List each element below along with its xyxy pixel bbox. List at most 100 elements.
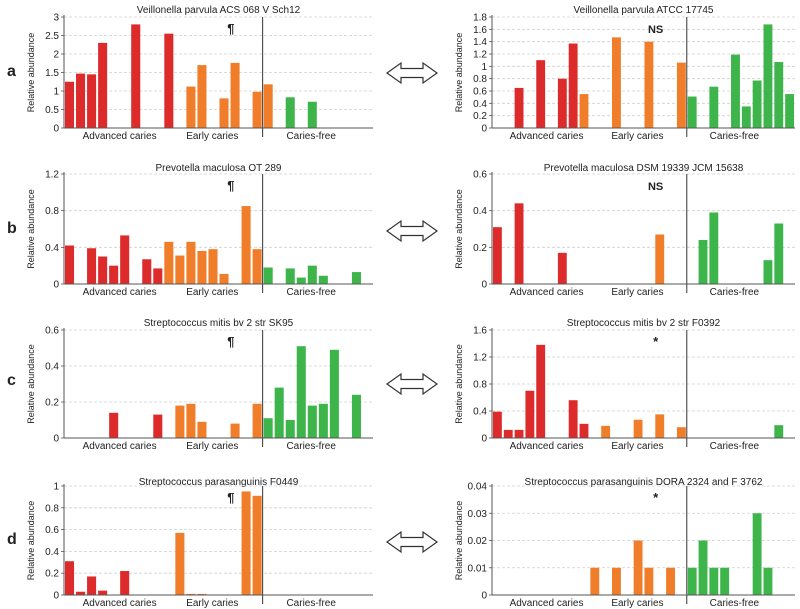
bar-advanced-caries xyxy=(568,43,578,128)
bar-early-caries xyxy=(644,567,654,595)
chart-title: Streptococcus mitis bv 2 str F0392 xyxy=(567,318,721,329)
bar-caries-free xyxy=(296,346,306,438)
bar-advanced-caries xyxy=(164,33,174,128)
group-label: Advanced caries xyxy=(83,131,157,142)
significance-mark: * xyxy=(653,334,659,349)
bar-advanced-caries xyxy=(120,571,130,595)
bar-early-caries xyxy=(186,403,196,438)
bar-advanced-caries xyxy=(536,60,546,128)
bar-advanced-caries xyxy=(98,256,108,284)
y-tick-label: 2 xyxy=(53,50,59,61)
group-label: Caries-free xyxy=(286,131,336,142)
group-label: Advanced caries xyxy=(83,441,157,452)
group-label: Early caries xyxy=(186,441,238,452)
row-label-d: d xyxy=(7,531,17,548)
chart-0-0: Veillonella parvula ACS 068 V Sch12 0 0.5 1… xyxy=(26,5,373,142)
bar-early-caries xyxy=(655,414,665,439)
bar-caries-free xyxy=(329,349,339,438)
bar-caries-free xyxy=(763,24,773,128)
bar-early-caries xyxy=(197,251,207,284)
y-tick-label: 0 xyxy=(481,280,487,291)
bar-advanced-caries xyxy=(557,78,567,128)
bar-caries-free xyxy=(687,567,697,595)
y-axis-label: Relative abundance xyxy=(26,33,36,113)
bar-caries-free xyxy=(763,260,773,284)
bar-caries-free xyxy=(741,106,751,128)
y-tick-label: 0.8 xyxy=(473,380,487,391)
group-label: Caries-free xyxy=(286,598,336,609)
y-axis-label: Relative abundance xyxy=(454,501,464,581)
y-axis-label: Relative abundance xyxy=(454,33,464,113)
y-tick-label: 0.4 xyxy=(473,206,487,217)
y-tick-label: 1.5 xyxy=(45,68,59,79)
bar-advanced-caries xyxy=(76,73,86,128)
double-arrow-icon-3 xyxy=(385,372,439,396)
group-label: Caries-free xyxy=(710,441,760,452)
y-tick-label: 0.6 xyxy=(45,326,59,337)
y-tick-label: 0.4 xyxy=(473,99,487,110)
bar-early-caries xyxy=(219,98,229,128)
bar-early-caries xyxy=(241,206,251,284)
chart-title: Prevotella maculosa DSM 19339 JCM 15638 xyxy=(544,163,744,174)
group-label: Advanced caries xyxy=(510,441,584,452)
bar-advanced-caries xyxy=(64,561,75,595)
bar-caries-free xyxy=(296,277,306,284)
bar-caries-free xyxy=(698,240,708,284)
bar-caries-free xyxy=(263,418,273,438)
y-tick-label: 0.02 xyxy=(468,536,488,547)
y-tick-label: 0.2 xyxy=(473,243,487,254)
y-tick-label: 0.2 xyxy=(473,111,487,122)
y-tick-label: 1.2 xyxy=(473,50,487,61)
significance-mark: ¶ xyxy=(227,490,234,505)
y-tick-label: 0.6 xyxy=(45,525,59,536)
y-tick-label: 0.8 xyxy=(473,74,487,85)
bar-caries-free xyxy=(752,513,762,595)
group-label: Early caries xyxy=(611,287,663,298)
bar-advanced-caries xyxy=(492,411,502,438)
y-tick-label: 0.4 xyxy=(45,243,59,254)
bar-caries-free xyxy=(763,567,773,595)
bar-early-caries xyxy=(676,62,686,128)
group-label: Caries-free xyxy=(286,287,336,298)
bar-advanced-caries xyxy=(98,590,108,595)
chart-title: Streptococcus mitis bv 2 str SK95 xyxy=(144,318,294,329)
bar-early-caries xyxy=(197,421,207,438)
bar-caries-free xyxy=(709,212,719,284)
bar-caries-free xyxy=(307,101,317,128)
significance-mark: NS xyxy=(648,24,663,36)
y-tick-label: 1.2 xyxy=(45,170,59,181)
y-tick-label: 0.8 xyxy=(45,206,59,217)
bar-early-caries xyxy=(612,567,621,595)
bar-caries-free xyxy=(285,420,295,438)
bar-early-caries xyxy=(175,255,185,284)
bar-advanced-caries xyxy=(536,344,546,438)
chart-1-1: Prevotella maculosa DSM 19339 JCM 15638 0… xyxy=(454,163,795,298)
bar-caries-free xyxy=(318,403,328,438)
chart-title: Streptococcus parasanguinis DORA 2324 an… xyxy=(525,477,763,488)
group-label: Advanced caries xyxy=(510,598,584,609)
y-tick-label: 0 xyxy=(481,124,487,135)
bar-caries-free xyxy=(263,267,273,284)
y-tick-label: 0.6 xyxy=(473,87,487,98)
bar-early-caries xyxy=(186,593,196,595)
bar-early-caries xyxy=(186,241,196,284)
bar-early-caries xyxy=(252,91,262,128)
bar-caries-free xyxy=(285,268,295,284)
bar-advanced-caries xyxy=(525,390,535,438)
bar-caries-free xyxy=(687,96,697,128)
bar-early-caries xyxy=(197,593,207,595)
y-tick-label: 0 xyxy=(53,591,59,602)
group-label: Caries-free xyxy=(710,598,760,609)
chart-title: Prevotella maculosa OT 289 xyxy=(156,163,282,174)
group-label: Advanced caries xyxy=(83,598,157,609)
y-axis-label: Relative abundance xyxy=(26,501,36,581)
y-tick-label: 1.8 xyxy=(473,13,487,24)
y-tick-label: 0.2 xyxy=(45,398,59,409)
y-axis-label: Relative abundance xyxy=(454,344,464,424)
significance-mark: ¶ xyxy=(227,21,234,36)
y-tick-label: 0.4 xyxy=(473,407,487,418)
bar-advanced-caries xyxy=(142,259,152,284)
bar-caries-free xyxy=(351,394,361,438)
bar-caries-free xyxy=(698,540,708,595)
chart-3-1: Streptococcus parasanguinis DORA 2324 an… xyxy=(454,477,795,609)
